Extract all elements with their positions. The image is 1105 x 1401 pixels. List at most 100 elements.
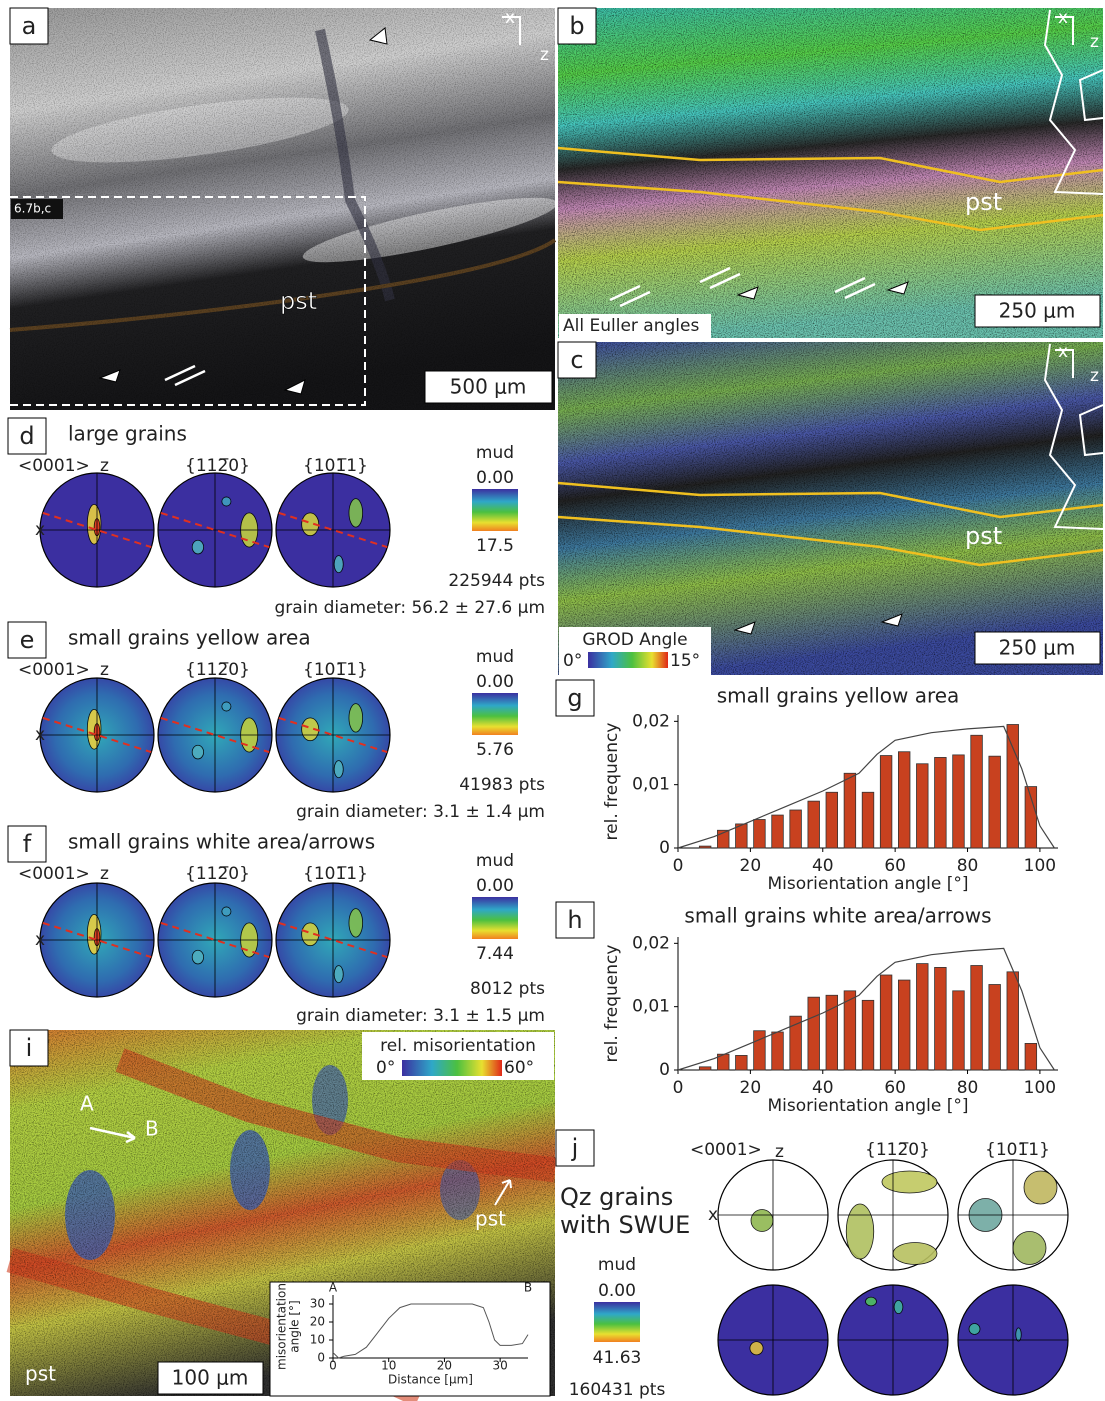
texture	[558, 8, 1103, 338]
density-contour	[222, 497, 231, 506]
bar	[898, 752, 910, 848]
scale-min: 0.00	[476, 876, 514, 896]
panel-c: pst x z GROD Angle 0° 15° 250 μm c	[558, 342, 1103, 675]
grain-diameter: grain diameter: 3.1 ± 1.4 μm	[296, 802, 545, 822]
axis-z: z	[1090, 32, 1099, 52]
density-contour	[1013, 1232, 1046, 1265]
axis-x: x	[505, 8, 515, 28]
bar	[699, 1067, 711, 1070]
x-tick-label: 30	[493, 1359, 508, 1373]
y-tick-label: 30	[310, 1297, 325, 1311]
x-tick-label: 100	[1024, 856, 1056, 876]
pole-label: {112̅0}	[865, 1140, 930, 1160]
scale-max: 41.63	[593, 1348, 642, 1368]
bar	[862, 792, 874, 848]
x-tick-label: 40	[812, 1078, 834, 1098]
pole-label: {101̅1}	[985, 1140, 1050, 1160]
axis-x: x	[35, 520, 45, 540]
panel-label: a	[22, 12, 37, 40]
bar	[772, 815, 784, 848]
x-tick-label: 10	[381, 1359, 396, 1373]
bar	[754, 1031, 766, 1070]
pst-label: pst	[280, 287, 317, 315]
x-axis-label: Distance [μm]	[388, 1373, 473, 1387]
bar	[862, 1000, 874, 1070]
scale-bar: 100 μm	[172, 1366, 249, 1390]
profile-end: B	[524, 1281, 532, 1295]
bar	[989, 756, 1001, 848]
pole-label: {112̅0}	[185, 456, 250, 476]
caption: All Euller angles	[563, 316, 699, 336]
bar	[953, 755, 965, 848]
axis-z: z	[100, 864, 109, 884]
texture	[10, 8, 555, 410]
density-contour	[750, 1342, 763, 1355]
x-tick-label: 0	[673, 1078, 684, 1098]
x-tick-label: 80	[957, 1078, 979, 1098]
y-tick-label: 20	[310, 1315, 325, 1329]
y-tick-label: 0,02	[632, 933, 670, 953]
density-contour	[1024, 1171, 1057, 1204]
pole-label: {112̅0}	[185, 864, 250, 884]
page: { "panels": { "a": {"label": "a", "x": "…	[0, 0, 1105, 1401]
density-contour	[866, 1297, 877, 1306]
scale-max: 17.5	[476, 536, 514, 556]
axis-z: z	[1090, 366, 1099, 386]
panel-label: f	[23, 830, 32, 858]
pst-label: pst	[965, 188, 1002, 216]
density-contour	[846, 1204, 874, 1259]
bar	[844, 773, 856, 848]
density-contour	[349, 499, 363, 528]
panel-label: g	[567, 684, 582, 712]
pole-label: {101̅1}	[303, 456, 368, 476]
x-tick-label: 100	[1024, 1078, 1056, 1098]
bar	[1007, 725, 1019, 849]
y-tick-label: 0	[317, 1351, 325, 1365]
unit-label: mud	[476, 851, 514, 871]
point-count: 41983 pts	[459, 775, 545, 795]
bar	[935, 967, 947, 1070]
density-contour	[893, 1243, 937, 1265]
pole-label: <0001>	[690, 1140, 762, 1160]
point-b: B	[145, 1117, 159, 1141]
pst-label: pst	[965, 522, 1002, 550]
density-contour	[349, 909, 363, 938]
scale-min: 0.00	[476, 468, 514, 488]
y-tick-label: 0	[659, 1060, 670, 1080]
bar	[1025, 1043, 1037, 1070]
bar	[754, 820, 766, 849]
density-contour	[751, 1210, 773, 1232]
point-count: 225944 pts	[448, 571, 545, 591]
chart-title: small grains yellow area	[717, 684, 960, 708]
pole-label: {112̅0}	[185, 660, 250, 680]
axis-x: x	[1058, 8, 1068, 28]
x-tick-label: 0	[329, 1359, 337, 1373]
pole-label: <0001>	[18, 660, 90, 680]
density-contour	[334, 966, 343, 983]
pole-label: <0001>	[18, 456, 90, 476]
density-contour	[882, 1171, 937, 1193]
bar	[898, 980, 910, 1070]
panel-label: c	[570, 346, 583, 374]
bar	[1007, 972, 1019, 1070]
axis-x: x	[35, 725, 45, 745]
point-count: 160431 pts	[569, 1380, 666, 1400]
panel-b: pst x z All Euller angles 250 μm b	[558, 8, 1103, 338]
x-tick-label: 20	[740, 1078, 762, 1098]
density-contour	[222, 702, 231, 711]
y-tick-label: 10	[310, 1333, 325, 1347]
bar	[916, 764, 928, 848]
bar	[880, 975, 892, 1070]
inset-label: 6.7b,c	[14, 202, 51, 216]
bar	[826, 792, 838, 848]
chart-title: small grains white area/arrows	[684, 904, 991, 928]
bar	[808, 801, 820, 848]
unit-label: mud	[598, 1255, 636, 1275]
scale-min: 0.00	[598, 1281, 636, 1301]
panel-title: with SWUE	[560, 1211, 690, 1239]
density-contour	[1016, 1328, 1022, 1341]
y-tick-label: 0,01	[632, 775, 670, 795]
legend-max: 60°	[504, 1058, 534, 1078]
panel-title: large grains	[68, 422, 187, 446]
pole-label: {101̅1}	[303, 864, 368, 884]
